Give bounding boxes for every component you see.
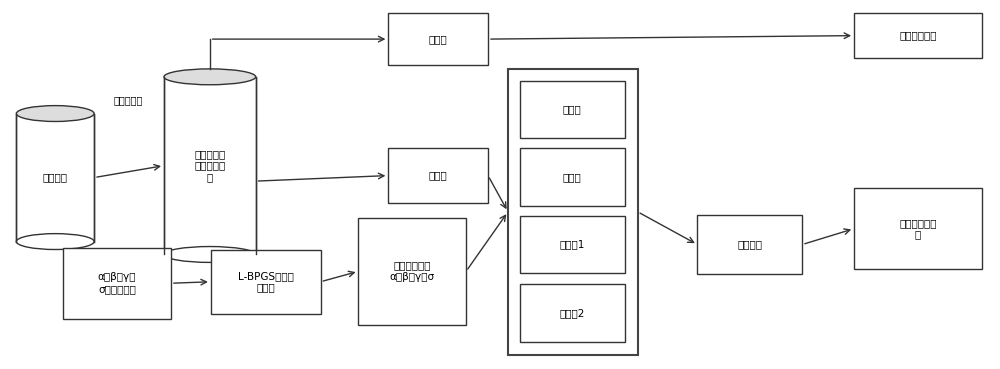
Text: α、β、γ、
σ参数初始化: α、β、γ、 σ参数初始化	[98, 272, 136, 294]
Bar	[520, 148, 625, 206]
Text: 优化后的参数
α、β、γ、σ: 优化后的参数 α、β、γ、σ	[390, 261, 435, 282]
Ellipse shape	[164, 69, 256, 85]
Ellipse shape	[16, 106, 94, 121]
Ellipse shape	[164, 246, 256, 262]
Bar	[358, 218, 466, 325]
Bar	[164, 77, 256, 255]
Text: 测试集: 测试集	[429, 34, 448, 44]
Bar	[388, 148, 488, 203]
Bar	[520, 216, 625, 273]
Bar	[508, 69, 638, 355]
Text: 训练集: 训练集	[429, 170, 448, 180]
Text: 预测结果: 预测结果	[737, 239, 762, 249]
Bar	[16, 114, 94, 242]
Text: L-BPGS参数优
化算法: L-BPGS参数优 化算法	[238, 271, 294, 293]
Text: 水平项: 水平项	[563, 104, 582, 114]
Text: 趋势项: 趋势项	[563, 172, 582, 182]
Text: 数据预处理: 数据预处理	[113, 96, 143, 106]
Bar	[520, 284, 625, 342]
Text: 周期项1: 周期项1	[560, 239, 585, 249]
Bar	[854, 13, 982, 58]
Text: 输出评估参数: 输出评估参数	[899, 31, 937, 41]
Text: 某基站无线
网络流量数
据: 某基站无线 网络流量数 据	[194, 149, 225, 182]
Bar	[63, 248, 171, 319]
Bar	[854, 188, 982, 269]
Bar	[388, 13, 488, 65]
Ellipse shape	[16, 234, 94, 249]
Text: 输出预测结果
图: 输出预测结果 图	[899, 218, 937, 239]
Text: 原始数据: 原始数据	[43, 173, 68, 183]
Text: 周期项2: 周期项2	[560, 308, 585, 318]
Bar	[211, 249, 320, 314]
Bar	[697, 215, 802, 274]
Bar	[520, 81, 625, 138]
